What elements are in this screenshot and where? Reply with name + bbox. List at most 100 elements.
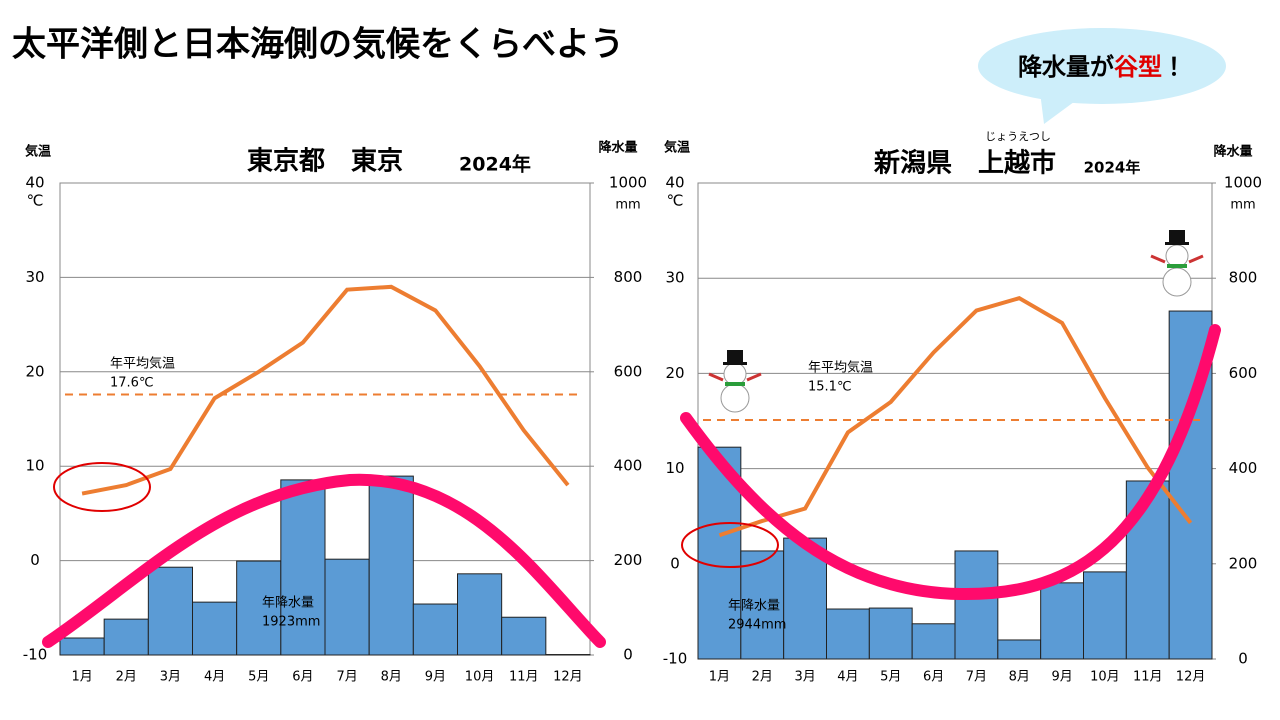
bar: [324, 558, 370, 656]
x-tick-label: 10月: [1090, 670, 1120, 685]
total-title: 年降水量: [262, 596, 314, 611]
x-tick-label: 4月: [204, 670, 225, 685]
x-tick-label: 3月: [794, 670, 815, 685]
y2-tick-label: 400: [614, 457, 643, 475]
y-tick-label: 0: [670, 554, 680, 572]
x-tick-label: 3月: [160, 670, 181, 685]
y-axis-title: 気温: [25, 144, 51, 160]
bar: [954, 550, 999, 660]
chart-subtitle: 2024年: [1084, 159, 1141, 177]
trend-curve: [680, 324, 1221, 601]
callout: 降水量が谷型！: [978, 28, 1226, 124]
bar: [501, 616, 547, 656]
y-unit: ℃: [667, 192, 684, 210]
total-label: 2944mm: [728, 618, 786, 633]
x-tick-label: 1月: [709, 670, 730, 685]
y2-tick-label: 400: [1229, 459, 1258, 477]
bar: [1040, 582, 1084, 660]
y-tick-label: 40: [665, 174, 684, 192]
y2-axis-title: 降水量: [1213, 144, 1252, 160]
callout-part: ！: [1162, 53, 1186, 81]
y2-tick-label: 200: [1229, 554, 1258, 572]
annotations: [42, 230, 1221, 648]
ruby: じょうえつし: [985, 130, 1051, 143]
y2-tick-label: 0: [623, 646, 633, 664]
temperature-line: [81, 284, 570, 496]
bar: [911, 623, 956, 660]
y-tick-label: -10: [23, 646, 48, 664]
x-tick-label: 8月: [1009, 670, 1030, 685]
x-tick-label: 6月: [292, 670, 313, 685]
x-tick-label: 12月: [553, 670, 583, 685]
y-tick-label: 40: [25, 174, 44, 192]
snowman: [1150, 230, 1204, 297]
x-tick-label: 8月: [381, 670, 402, 685]
temperature-line: [718, 296, 1193, 538]
y-axis-title: 気温: [664, 140, 690, 156]
bar: [103, 618, 149, 656]
highlight-ellipse: [53, 462, 151, 512]
bar: [236, 560, 282, 656]
chart-title: 新潟県 上越市: [873, 148, 1056, 179]
y-tick-label: 10: [25, 457, 44, 475]
total-label: 1923mm: [262, 615, 320, 630]
y-tick-label: 30: [665, 269, 684, 287]
x-tick-label: 12月: [1176, 670, 1206, 685]
y2-tick-label: 600: [614, 362, 643, 380]
bar: [368, 475, 414, 656]
average-title: 年平均気温: [808, 360, 873, 376]
bar: [412, 603, 459, 656]
x-tick-label: 5月: [248, 670, 269, 685]
callout-part: 降水量が: [1018, 53, 1114, 81]
y-tick-label: 10: [665, 459, 684, 477]
average-label: 17.6℃: [110, 376, 154, 391]
y2-tick-label: 1000: [609, 174, 647, 192]
total-title: 年降水量: [728, 599, 780, 614]
bar: [868, 607, 913, 660]
y-tick-label: 20: [25, 362, 44, 380]
trend-curve: [42, 473, 606, 648]
y2-unit: mm: [615, 198, 640, 213]
bar: [457, 573, 503, 656]
y-unit: ℃: [27, 192, 44, 210]
y2-tick-label: 1000: [1224, 174, 1262, 192]
y-tick-label: 30: [25, 268, 44, 286]
y2-unit: mm: [1230, 198, 1255, 213]
callout-highlight: 谷型: [1114, 53, 1162, 81]
x-tick-label: 10月: [465, 670, 495, 685]
y2-tick-label: 0: [1238, 650, 1248, 668]
y-tick-label: 0: [30, 551, 40, 569]
x-tick-label: 6月: [923, 670, 944, 685]
x-tick-label: 4月: [837, 670, 858, 685]
x-tick-label: 5月: [880, 670, 901, 685]
y2-tick-label: 800: [614, 268, 643, 286]
bar: [59, 637, 105, 656]
y2-tick-label: 200: [614, 551, 643, 569]
y2-tick-label: 800: [1229, 269, 1258, 287]
x-tick-label: 11月: [1133, 670, 1163, 685]
bar: [192, 601, 238, 656]
bar: [147, 566, 193, 656]
bar: [826, 608, 870, 660]
x-tick-label: 7月: [336, 670, 357, 685]
x-tick-label: 7月: [966, 670, 987, 685]
slide-title: 太平洋側と日本海側の気候をくらべよう: [12, 25, 624, 65]
y2-tick-label: 600: [1229, 364, 1258, 382]
callout-text: 降水量が谷型！: [1018, 53, 1186, 81]
callout-bubble: [978, 28, 1226, 104]
x-tick-label: 2月: [116, 670, 137, 685]
x-tick-label: 2月: [752, 670, 773, 685]
y2-axis-title: 降水量: [598, 140, 637, 156]
snowman: [708, 350, 762, 413]
x-tick-label: 11月: [509, 670, 539, 685]
average-title: 年平均気温: [110, 356, 175, 372]
chart-subtitle: 2024年: [459, 153, 531, 176]
callout-tail: [1040, 92, 1082, 124]
bar: [1083, 571, 1127, 660]
highlight-ellipse: [681, 522, 779, 568]
average-label: 15.1℃: [808, 380, 852, 395]
chart-title: 東京都 東京: [247, 147, 403, 177]
y-tick-label: -10: [663, 650, 688, 668]
